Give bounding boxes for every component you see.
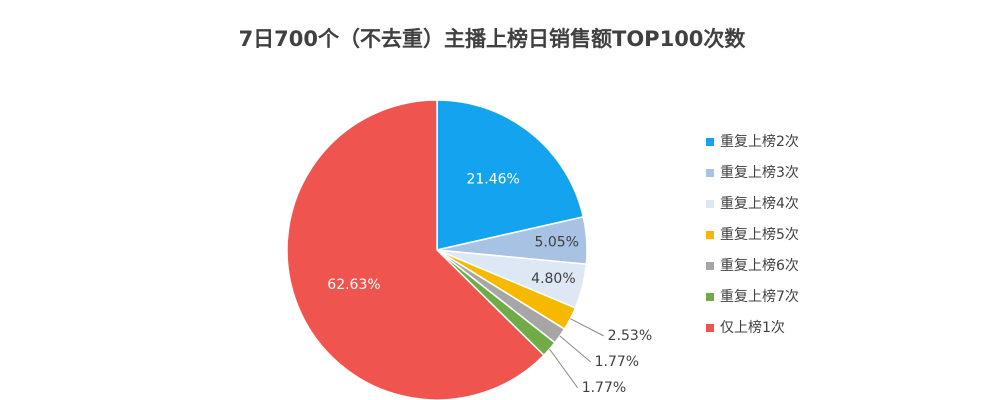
data-label: 5.05% [535, 234, 579, 250]
legend-swatch [706, 231, 714, 239]
legend-label: 重复上榜4次 [720, 195, 799, 212]
data-label: 62.63% [327, 277, 380, 293]
data-label: 1.77% [582, 380, 626, 396]
legend-label: 仅上榜1次 [720, 319, 785, 336]
data-label: 21.46% [466, 172, 519, 188]
legend-label: 重复上榜6次 [720, 257, 799, 274]
legend-swatch [706, 293, 714, 301]
legend-swatch [706, 262, 714, 270]
data-label: 4.80% [531, 271, 575, 287]
legend-swatch [706, 169, 714, 177]
legend-label: 重复上榜5次 [720, 226, 799, 243]
chart-title: 7日700个（不去重）主播上榜日销售额TOP100次数 [239, 27, 747, 51]
leader-line [549, 348, 579, 389]
legend-swatch [706, 324, 714, 332]
leader-line [559, 335, 591, 363]
data-label: 1.77% [595, 354, 639, 370]
legend-swatch [706, 138, 714, 146]
legend-label: 重复上榜2次 [720, 133, 799, 150]
pie-slice [436, 99, 585, 251]
legend-swatch [706, 200, 714, 208]
leader-line [570, 318, 604, 337]
pie-slice [286, 99, 545, 400]
legend-label: 重复上榜3次 [720, 164, 799, 181]
legend-label: 重复上榜7次 [720, 288, 799, 305]
data-label: 2.53% [608, 328, 652, 344]
